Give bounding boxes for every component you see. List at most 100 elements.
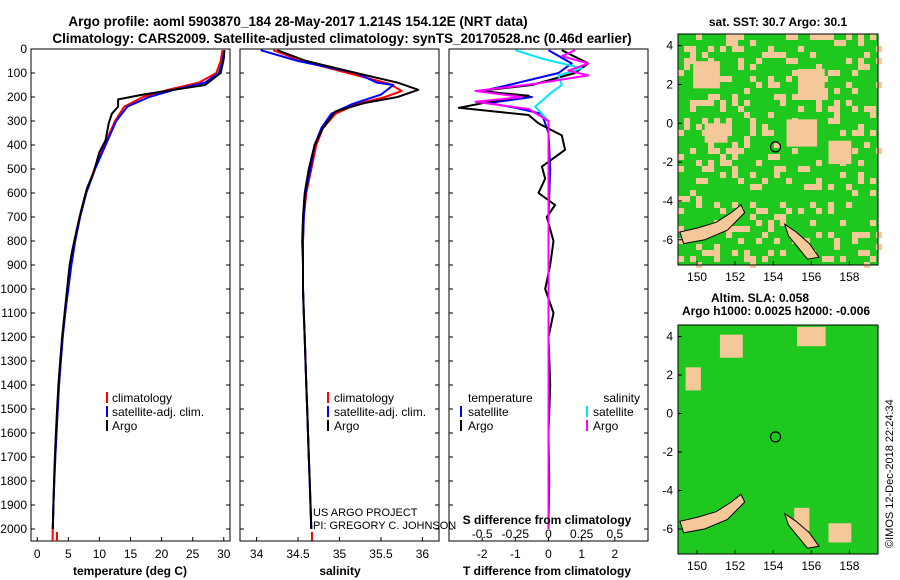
map-cell (690, 100, 696, 106)
map-cell (696, 160, 702, 166)
map-cell (864, 250, 870, 256)
map-cell (732, 94, 738, 100)
sla-map-title1: Altim. SLA: 0.058 (711, 291, 809, 305)
legend-s-argo: Argo (593, 419, 619, 433)
map-cell (774, 142, 780, 148)
map-cell (870, 106, 876, 112)
map-cell (744, 100, 750, 106)
map-cell (726, 148, 732, 154)
map-ytick-label-2: 0 (666, 407, 673, 421)
ytick-label-13: 1300 (0, 354, 27, 368)
map-cell (840, 40, 846, 46)
map-cell (732, 142, 738, 148)
ytick-label-2: 200 (7, 90, 27, 104)
t-difference-label: T difference from climatology (463, 564, 631, 578)
map-cell (834, 238, 840, 244)
series-difference-0 (481, 49, 573, 529)
map-cell (690, 52, 696, 58)
map-land-3 (786, 119, 818, 147)
map-cell (768, 220, 774, 226)
map-island-0 (679, 493, 746, 534)
map-ytick-label-4: -4 (662, 194, 673, 208)
ytick-label-6: 600 (7, 186, 27, 200)
map-cell (774, 52, 780, 58)
map-cell (816, 34, 822, 40)
map-cell (684, 118, 690, 124)
map-cell (858, 250, 864, 256)
ytick-label-11: 1100 (1, 306, 27, 320)
map-cell (708, 142, 714, 148)
map-cell (834, 70, 840, 76)
map-cell (768, 52, 774, 58)
map-cell (762, 124, 768, 130)
map-cell (714, 244, 720, 250)
map-cell (744, 226, 750, 232)
map-cell (798, 208, 804, 214)
xtick-label-temperature-5: 25 (186, 547, 200, 561)
map-cell (774, 214, 780, 220)
map-cell (744, 142, 750, 148)
salinity-panel: 34 34.5 35 35.5 36 salinity climatology sate… (239, 48, 456, 578)
map-cell (750, 184, 756, 190)
xtick-label-temperature-0: 0 (34, 547, 41, 561)
map-cell (846, 184, 852, 190)
map-ytick-label-5: -6 (662, 233, 673, 247)
map-cell (804, 166, 810, 172)
map-cell (834, 40, 840, 46)
map-cell (822, 34, 828, 40)
map-cell (792, 148, 798, 154)
legend-argo: Argo (112, 419, 138, 433)
xtick-label-salinity-0: 34 (250, 547, 264, 561)
map-cell (786, 76, 792, 82)
map-cell (708, 100, 714, 106)
map-cell (720, 106, 726, 112)
ytick-label-15: 1500 (0, 402, 27, 416)
map-cell (876, 58, 882, 64)
ytick-label-0: 0 (20, 42, 27, 56)
xtick-top-label-1: -0.25 (502, 527, 530, 541)
map-cell (750, 172, 756, 178)
ytick-label-7: 700 (7, 210, 27, 224)
ytick-label-10: 1000 (0, 282, 27, 296)
map-cell (852, 106, 858, 112)
ytick-label-20: 2000 (0, 522, 27, 536)
map-cell (738, 226, 744, 232)
map-cell (780, 202, 786, 208)
map-cell (678, 166, 684, 172)
map-cell (810, 220, 816, 226)
map-cell (768, 250, 774, 256)
map-land-1 (797, 326, 826, 347)
map-cell (738, 178, 744, 184)
map-cell (846, 100, 852, 106)
map-cell (828, 106, 834, 112)
map-cell (684, 124, 690, 130)
map-xtick-label-4: 158 (839, 559, 859, 573)
map-land-1 (798, 68, 825, 100)
map-cell (768, 130, 774, 136)
xtick-label-salinity-4: 36 (416, 547, 430, 561)
map-cell (816, 178, 822, 184)
xtick-label-difference-1: -1 (510, 547, 521, 561)
map-cell (696, 178, 702, 184)
map-cell (834, 100, 840, 106)
temperature-legend: climatology satellite-adj. clim. Argo (106, 391, 204, 433)
map-cell (738, 58, 744, 64)
map-xtick-label-3: 156 (801, 270, 821, 284)
map-xtick-label-1: 152 (725, 559, 745, 573)
legend-satellite: satellite-adj. clim. (112, 405, 204, 419)
xtick-label-difference-3: 1 (578, 547, 585, 561)
map-xtick-label-3: 156 (801, 559, 821, 573)
map-cell (810, 52, 816, 58)
map-cell (684, 64, 690, 70)
map-cell (738, 106, 744, 112)
map-cell (720, 172, 726, 178)
map-cell (858, 130, 864, 136)
map-cell (846, 202, 852, 208)
map-cell (768, 76, 774, 82)
map-cell (786, 208, 792, 214)
map-land-2 (704, 123, 728, 143)
sla-map: 150 152 154 156 158 4 2 0 -2 -4 -6 (662, 324, 879, 573)
map-cell (852, 190, 858, 196)
ytick-label-19: 1900 (0, 498, 27, 512)
map-cell (696, 244, 702, 250)
